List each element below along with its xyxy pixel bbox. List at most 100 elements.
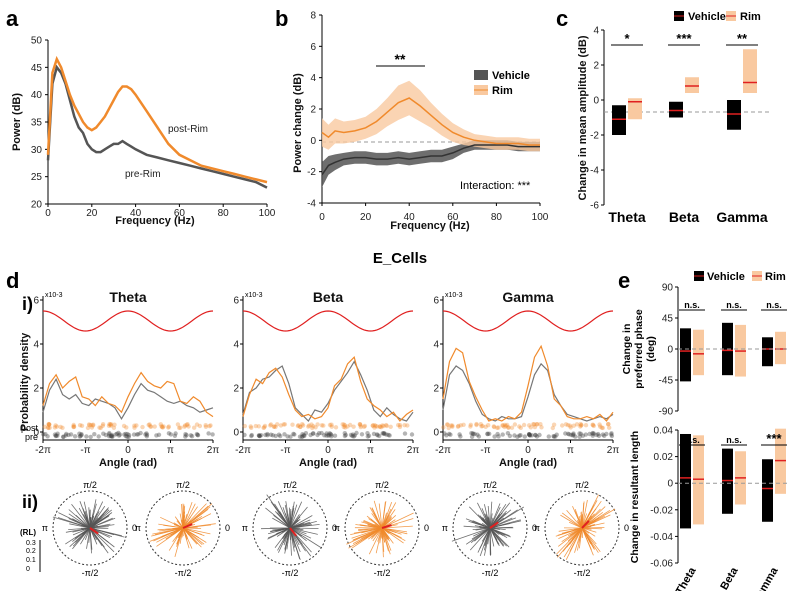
d-raster-post-point	[134, 423, 139, 428]
dii-polar-mean-vector	[182, 523, 193, 529]
dii-polar-vector	[581, 527, 592, 530]
d-rim-density	[242, 356, 414, 422]
d-xtick-label: -2π	[435, 445, 451, 456]
c-bar-rim-theta	[628, 98, 642, 120]
d-rim-density	[442, 344, 614, 422]
d-raster-post-point	[358, 423, 363, 428]
panel-a: Frequency (Hz) Power (dB) 0 20 40 60 80 10020…	[11, 36, 276, 228]
d-raster-post-point	[517, 424, 522, 429]
d-raster-post-point	[71, 424, 76, 429]
d-raster-pre-point	[590, 431, 595, 436]
dii-polar-vector	[89, 527, 98, 545]
dii-polar-vector	[182, 503, 207, 529]
d-raster-post-point	[192, 425, 197, 430]
d-xtick-label: π	[567, 445, 574, 456]
d-raster-post-point	[45, 425, 51, 430]
panel-label-b: b	[275, 6, 288, 31]
d-raster-pre-point	[447, 431, 452, 437]
d-raster-post-point	[607, 425, 612, 430]
d-raster-post-point	[194, 422, 200, 427]
dii-label-left: π	[334, 523, 340, 533]
d-raster-post-point	[278, 423, 284, 428]
d-raster-pre-point	[571, 431, 576, 436]
d-raster-pre-point	[381, 431, 386, 436]
d-ytick-label: 6	[233, 296, 239, 307]
d-raster-post-point	[85, 425, 91, 431]
d-raster-post-point	[58, 424, 63, 430]
dii-polar-mean-vector	[381, 524, 392, 529]
d-raster-post-point	[468, 424, 473, 429]
d-raster-post-point	[370, 423, 375, 428]
dii-polar-vector	[569, 527, 583, 545]
dii-label-left: π	[534, 523, 540, 533]
d-raster-post-point	[306, 424, 311, 429]
d-raster-pre-point	[122, 432, 127, 437]
dii-polar-vector	[566, 509, 583, 529]
dii-polar-vector	[373, 500, 383, 529]
d-raster-post-point	[160, 425, 165, 430]
d-raster-post-point	[310, 424, 316, 429]
d-exponent: x10-3	[445, 292, 463, 299]
d-raster-post-point	[518, 425, 523, 430]
dii-polar-vector	[88, 527, 91, 543]
dii-polar-vector	[289, 527, 301, 561]
d-raster-pre-point	[106, 434, 112, 439]
d-ylabel: Probability density	[19, 332, 31, 431]
dii-polar-vector	[489, 527, 492, 555]
d-raster-post-point	[295, 423, 301, 429]
d-raster-pre-point	[315, 432, 320, 438]
d-raster-pre-point	[285, 434, 290, 439]
d-raster-post-point	[313, 425, 318, 430]
d-raster-pre-point	[442, 431, 447, 436]
d-raster-post-point	[579, 422, 584, 428]
d-raster-post-point	[54, 424, 60, 429]
dii-polar-vector	[489, 506, 501, 529]
d-raster-pre-point	[183, 434, 188, 439]
d-raster-post-point	[290, 422, 295, 427]
d-raster-pre-point	[342, 431, 347, 436]
d-raster-post-point	[458, 423, 463, 428]
d-raster-pre-point	[577, 434, 582, 439]
d-raster-pre-point	[55, 431, 60, 436]
d-raster-post-point	[362, 423, 368, 429]
e2-ylabel: Change in resultant length	[629, 431, 641, 563]
dii-rl-scale: (RL) 0.3 0.2 0.1 0	[20, 528, 41, 573]
d-raster-pre-point	[591, 431, 597, 436]
d-raster-post-point	[298, 424, 303, 430]
dii-polar-vector	[472, 527, 491, 530]
d-raster-pre-point	[110, 434, 115, 439]
d-raster-pre-point	[249, 432, 254, 438]
e1-ylabel: Change inpreferred phase(deg)	[621, 309, 657, 389]
dii-label-right: 0	[132, 523, 137, 533]
d-raster-post-point	[86, 422, 92, 427]
dii-polar-vector	[260, 527, 291, 530]
d-raster-post-point	[377, 424, 383, 429]
d-raster-post-point	[455, 424, 461, 429]
d-xtick-label: π	[167, 445, 174, 456]
d-raster-pre-point	[138, 430, 143, 436]
d-raster-pre-point	[554, 432, 559, 437]
d-raster-label-post: post	[21, 423, 39, 433]
e2-ytick-label: -0.06	[650, 559, 673, 570]
d-raster-pre-point	[553, 434, 558, 439]
d-raster-post-point	[502, 422, 508, 428]
d-raster-post-point	[87, 423, 92, 428]
dii-polar-vector	[474, 527, 491, 542]
d-raster-post-point	[449, 423, 454, 428]
dii-polar-vector	[75, 514, 91, 529]
e1-bar-rim-theta	[693, 329, 704, 376]
d-raster-pre-point	[184, 432, 189, 438]
d-raster-pre-point	[578, 431, 583, 436]
d-raster-pre-point	[329, 434, 334, 439]
dii-polar-vector	[182, 527, 193, 549]
b-xtick-label: 80	[491, 212, 503, 223]
d-raster-post-point	[494, 425, 500, 430]
d-raster-pre-point	[291, 431, 296, 437]
b-ytick-label: 6	[310, 42, 316, 53]
dii-polar-vector	[277, 501, 291, 529]
dii-polar-vector	[289, 526, 300, 529]
d-band-beta: Beta 0 2 4 6 x10-3 -2π -π 0 π 2π Angle (rad)	[233, 289, 419, 469]
d-raster-pre-point	[303, 431, 309, 436]
b-interaction: Interaction: ***	[460, 180, 531, 192]
